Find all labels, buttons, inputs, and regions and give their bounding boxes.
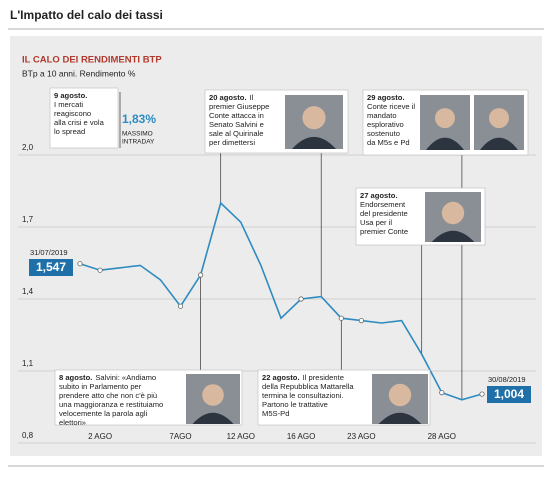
x-tick-label: 12 AGO — [227, 432, 255, 441]
annotation-text: sostenuto — [367, 129, 400, 138]
photo-face — [202, 384, 224, 406]
point-marker — [97, 267, 103, 273]
annotation-text: da M5s e Pd — [367, 138, 410, 147]
annotation-text: Usa per il — [360, 218, 392, 227]
annotation-text: del presidente — [360, 209, 408, 218]
annotation-text: Endorsement — [360, 200, 406, 209]
point-marker — [338, 315, 344, 321]
annotation-text: premier Giuseppe — [209, 102, 269, 111]
annotation-text: una maggioranza e restituiamo — [59, 400, 163, 409]
y-tick-label: 1,4 — [22, 287, 34, 296]
peak-note: INTRADAY — [122, 139, 155, 146]
chart-title: IL CALO DEI RENDIMENTI BTP — [22, 55, 162, 66]
annotation-text: della Repubblica Mattarella — [262, 382, 354, 391]
annotation-line: Il — [250, 93, 254, 102]
annotation-date: 22 agosto. — [262, 373, 300, 382]
annotation-text: 8 agosto. Salvini: «Andiamo — [59, 373, 156, 382]
annotation-text: I mercati — [54, 100, 83, 109]
x-tick-label: 16 AGO — [287, 432, 315, 441]
photo-body — [426, 137, 464, 150]
annotation-text: mandato — [367, 111, 397, 120]
point-marker — [439, 389, 445, 396]
annotation-text: alla crisi e vola — [54, 118, 105, 127]
line-series — [79, 201, 483, 401]
peak-label: 1,83% — [122, 112, 156, 126]
annotation-text: sale al Quirinale — [209, 129, 263, 138]
photo-face — [388, 383, 412, 407]
point-marker — [77, 261, 83, 267]
annotation-text: termina le consultazioni. — [262, 391, 343, 400]
start-date: 31/07/2019 — [30, 248, 68, 257]
annotation-date: 9 agosto. — [54, 91, 87, 100]
end-date: 30/08/2019 — [488, 375, 526, 384]
annotation-text: Conte attacca in — [209, 111, 264, 120]
point-marker — [298, 296, 304, 302]
annotation-date: 27 agosto. — [360, 191, 398, 200]
annotation-line: Il presidente — [303, 373, 344, 382]
point-marker — [177, 303, 184, 309]
annotation-text: premier Conte — [360, 227, 408, 236]
photo-face — [435, 108, 455, 129]
annotation-text: Conte riceve il — [367, 102, 415, 111]
y-tick-label: 1,1 — [22, 359, 34, 368]
point-marker — [358, 317, 364, 324]
annotation-text: subito in Parlamento per — [59, 382, 142, 391]
y-tick-label: 1,7 — [22, 215, 34, 224]
annotation-line: Salvini: «Andiamo — [95, 373, 156, 382]
photo-body — [192, 412, 234, 424]
annotation-date: 8 agosto. — [59, 373, 92, 382]
annotation-text: 22 agosto. Il presidente — [262, 373, 344, 382]
x-tick-label: 7AGO — [169, 432, 191, 441]
annotation-text: 20 agosto. Il — [209, 93, 254, 102]
annotation-date: 20 agosto. — [209, 93, 247, 102]
photo-body — [378, 412, 422, 424]
photo-face — [489, 108, 509, 129]
annotation-text: Senato Salvini e — [209, 120, 264, 129]
photo-body — [431, 230, 475, 242]
photo-face — [302, 106, 326, 130]
x-tick-label: 23 AGO — [347, 432, 375, 441]
page-header: L'Impatto del calo dei tassi — [10, 8, 163, 22]
value-label-box — [29, 259, 73, 276]
y-tick-label: 0,8 — [22, 431, 34, 440]
x-tick-label: 2 AGO — [88, 432, 112, 441]
photo-face — [441, 201, 465, 225]
photo-body — [480, 137, 518, 150]
x-tick-label: 28 AGO — [428, 432, 456, 441]
annotation-text: velocemente la parola agli — [59, 409, 148, 418]
annotation-text: esplorativo — [367, 120, 404, 129]
annotation-text: lo spread — [54, 127, 85, 136]
annotation-date: 29 agosto. — [367, 93, 405, 102]
annotation-box — [49, 87, 119, 149]
point-marker — [198, 272, 204, 278]
chart-subtitle: BTp a 10 anni. Rendimento % — [22, 68, 136, 78]
value-label: 1,004 — [494, 387, 524, 401]
photo-body — [291, 136, 337, 149]
point-marker — [479, 391, 485, 397]
value-label: 1,547 — [36, 260, 66, 274]
peak-note: MASSIMO — [122, 131, 153, 138]
annotation-text: M5S-Pd — [262, 409, 289, 418]
annotation-text: Partono le trattative — [262, 400, 328, 409]
annotation-text: elettori» — [59, 418, 86, 427]
annotation-text: per dimettersi — [209, 138, 255, 147]
annotation-text: reagiscono — [54, 109, 91, 118]
y-tick-label: 2,0 — [22, 143, 34, 152]
annotation-text: prendere atto che non c'è più — [59, 391, 157, 400]
value-label-box — [487, 386, 531, 403]
